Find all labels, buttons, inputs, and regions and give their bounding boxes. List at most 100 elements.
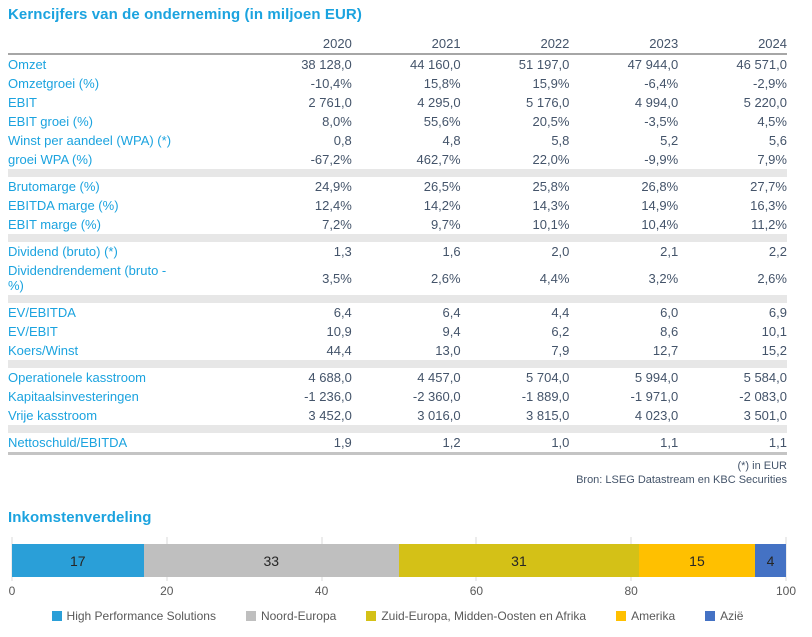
table-group: Dividend (bruto) (*) 1,3 1,6 2,0 2,1 2,2 Divid… xyxy=(8,242,787,295)
row-value: 51 197,0 xyxy=(518,57,570,72)
row-label: Winst per aandeel (WPA) (*) xyxy=(8,133,172,148)
row-value: 5 704,0 xyxy=(526,370,570,385)
row-value: -1 971,0 xyxy=(630,389,679,404)
row-value: 11,2% xyxy=(751,217,787,232)
x-tick-label: 40 xyxy=(314,584,329,598)
table-row: EV/EBIT 10,9 9,4 6,2 8,6 10,1 xyxy=(8,322,787,341)
row-value: 9,7% xyxy=(430,217,461,232)
table-row: EBIT 2 761,0 4 295,0 5 176,0 4 994,0 5 220,0 xyxy=(8,93,787,112)
table-row: Dividend (bruto) (*) 1,3 1,6 2,0 2,1 2,2 xyxy=(8,242,787,261)
table-group: Operationele kasstroom 4 688,0 4 457,0 5 70… xyxy=(8,368,787,425)
table-row: Kapitaalsinvesteringen -1 236,0 -2 360,0 -1… xyxy=(8,387,787,406)
row-label: EV/EBIT xyxy=(8,324,58,339)
table-title: Kerncijfers van de onderneming (in miljo… xyxy=(8,6,362,23)
table-bottom-divider xyxy=(8,452,787,455)
row-value: -2,9% xyxy=(753,76,787,91)
row-value: 6,2 xyxy=(551,324,570,339)
row-value: 46 571,0 xyxy=(736,57,787,72)
legend-swatch xyxy=(705,611,716,621)
row-value: -2 360,0 xyxy=(412,389,461,404)
row-value: 1,0 xyxy=(551,435,570,450)
row-value: 6,4 xyxy=(333,305,352,320)
bar-segment: 4 xyxy=(755,544,786,577)
row-value: 2,2 xyxy=(768,244,787,259)
row-value: 5,2 xyxy=(660,133,679,148)
chart-plot-area: 17 33 31 15 4 xyxy=(11,537,787,581)
row-value: -1 236,0 xyxy=(304,389,352,404)
row-value: 3,2% xyxy=(648,270,679,286)
row-value: 3 452,0 xyxy=(308,408,352,423)
x-tick-label: 100 xyxy=(775,584,797,598)
table-group: Brutomarge (%) 24,9% 26,5% 25,8% 26,8% 27,7% E… xyxy=(8,177,787,234)
row-value: 6,0 xyxy=(660,305,679,320)
group-separator xyxy=(8,295,787,303)
year-header: 2020 xyxy=(322,36,352,51)
table-row: EBITDA marge (%) 12,4% 14,2% 14,3% 14,9% 16,3… xyxy=(8,196,787,215)
row-value: -3,5% xyxy=(644,114,679,129)
row-value: -67,2% xyxy=(310,152,352,167)
row-value: 15,2 xyxy=(761,343,787,358)
key-figures-table: 2020 2021 2022 2023 2024 Omzet 38 128,0 44 160… xyxy=(8,35,787,455)
bar-segment-value: 4 xyxy=(766,552,775,569)
bar-segment: 17 xyxy=(12,544,144,577)
table-row: Omzet 38 128,0 44 160,0 51 197,0 47 944,0 46 … xyxy=(8,55,787,74)
header-label-spacer xyxy=(8,47,243,51)
row-value: -9,9% xyxy=(644,152,679,167)
row-label: EBITDA marge (%) xyxy=(8,198,119,213)
legend-label: Azië xyxy=(720,609,744,623)
row-label: Vrije kasstroom xyxy=(8,408,98,423)
row-label: Koers/Winst xyxy=(8,343,79,358)
row-label: EBIT groei (%) xyxy=(8,114,94,129)
row-value: 47 944,0 xyxy=(627,57,679,72)
legend-label: High Performance Solutions xyxy=(66,609,216,623)
table-row: Winst per aandeel (WPA) (*) 0,8 4,8 5,8 5,2 5… xyxy=(8,131,787,150)
row-value: 2,1 xyxy=(660,244,679,259)
row-value: 20,5% xyxy=(532,114,570,129)
row-value: 4,8 xyxy=(442,133,461,148)
row-value: 24,9% xyxy=(314,179,352,194)
year-header: 2024 xyxy=(758,36,787,51)
row-value: 3 815,0 xyxy=(526,408,570,423)
legend: High Performance Solutions Noord-Europa Zu… xyxy=(8,609,787,623)
row-value: 1,9 xyxy=(333,435,352,450)
legend-item: Zuid-Europa, Midden-Oosten en Afrika xyxy=(366,609,586,623)
row-label: Omzet xyxy=(8,57,47,72)
row-label: Dividendrendement (bruto - %) xyxy=(8,263,167,293)
legend-item: Azië xyxy=(705,609,743,623)
bar-segment: 15 xyxy=(638,544,756,577)
table-row: Operationele kasstroom 4 688,0 4 457,0 5 70… xyxy=(8,368,787,387)
table-row: Nettoschuld/EBITDA 1,9 1,2 1,0 1,1 1,1 xyxy=(8,433,787,452)
table-row: EV/EBITDA 6,4 6,4 4,4 6,0 6,9 xyxy=(8,303,787,322)
row-value: 16,3% xyxy=(750,198,787,213)
row-value: 7,2% xyxy=(322,217,352,232)
legend-item: Amerika xyxy=(616,609,675,623)
row-value: -10,4% xyxy=(310,76,352,91)
table-row: Koers/Winst 44,4 13,0 7,9 12,7 15,2 xyxy=(8,341,787,360)
row-label: EBIT marge (%) xyxy=(8,217,101,232)
row-value: 14,2% xyxy=(423,198,461,213)
bar-segment: 31 xyxy=(398,544,639,577)
row-value: 15,8% xyxy=(423,76,461,91)
year-header: 2021 xyxy=(431,36,461,51)
row-value: 8,0% xyxy=(322,114,352,129)
table-footnotes: (*) in EUR Bron: LSEG Datastream en KBC … xyxy=(8,459,787,487)
row-label: Brutomarge (%) xyxy=(8,179,100,194)
row-value: 55,6% xyxy=(423,114,461,129)
bar-segment-value: 17 xyxy=(70,552,86,569)
row-value: 1,3 xyxy=(333,244,352,259)
legend-label: Zuid-Europa, Midden-Oosten en Afrika xyxy=(381,609,587,623)
row-value: 1,2 xyxy=(442,435,461,450)
x-tick-label: 60 xyxy=(469,584,484,598)
table-row: Brutomarge (%) 24,9% 26,5% 25,8% 26,8% 27,7% xyxy=(8,177,787,196)
footnote-in-eur: (*) in EUR xyxy=(737,460,787,472)
row-value: -1 889,0 xyxy=(521,389,570,404)
row-value: -2 083,0 xyxy=(739,389,787,404)
row-value: 10,4% xyxy=(641,217,679,232)
row-value: 6,9 xyxy=(768,305,787,320)
row-value: 38 128,0 xyxy=(301,57,352,72)
table-body: Omzet 38 128,0 44 160,0 51 197,0 47 944,0 46 … xyxy=(8,55,787,452)
row-label: Kapitaalsinvesteringen xyxy=(8,389,139,404)
legend-label: Amerika xyxy=(631,609,676,623)
row-value: 4,5% xyxy=(757,114,787,129)
row-value: 22,0% xyxy=(532,152,570,167)
